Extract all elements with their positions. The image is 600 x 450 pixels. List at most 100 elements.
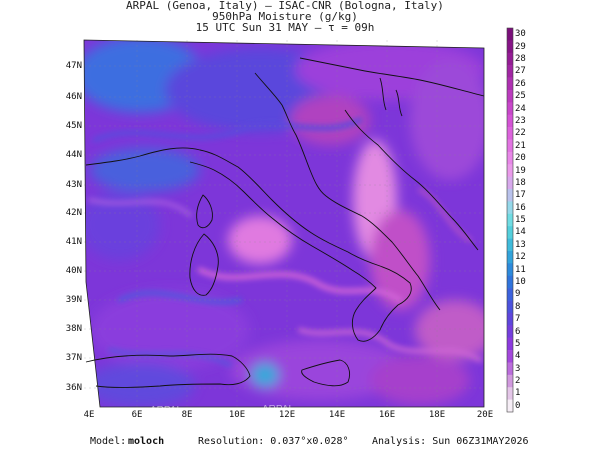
lon-label-4e: 4E	[83, 410, 95, 420]
colorbar-swatch	[507, 139, 513, 153]
colorbar-label: 12	[515, 252, 526, 263]
colorbar-label: 28	[515, 54, 526, 64]
lon-label-10e: 10E	[228, 410, 246, 420]
colorbar-swatch	[507, 399, 513, 413]
lat-label-36n: 36N	[65, 383, 82, 393]
colorbar-swatch	[507, 300, 513, 314]
colorbar-label: 10	[515, 276, 526, 287]
lat-label-39n: 39N	[65, 295, 82, 305]
colorbar-swatch	[507, 176, 513, 190]
lat-label-40n: 40N	[65, 266, 82, 276]
colorbar-label: 18	[515, 177, 526, 188]
lat-label-47n: 47N	[65, 61, 82, 71]
colorbar-frame	[506, 27, 514, 413]
footer-model-label: Model:	[90, 436, 127, 447]
colorbar-label: 30	[515, 29, 526, 40]
colorbar-swatch	[507, 337, 513, 351]
colorbar-swatch	[507, 77, 513, 91]
lat-label-44n: 44N	[65, 150, 82, 160]
colorbar-swatch	[507, 312, 513, 326]
colorbar-label: 17	[515, 190, 526, 201]
colorbar-label: 27	[515, 66, 526, 77]
header-time: 15 UTC Sun 31 MAY — τ = 09h	[195, 21, 375, 34]
lat-label-38n: 38N	[65, 324, 82, 334]
colorbar-swatch	[507, 40, 513, 54]
footer-resolution: Resolution: 0.037°x0.028°	[198, 436, 349, 447]
lon-label-20e: 20E	[476, 410, 494, 420]
colorbar-swatch	[507, 127, 513, 140]
lat-label-43n: 43N	[65, 180, 82, 190]
colorbar-swatch	[507, 387, 513, 400]
header-title: ARPAL (Genoa, Italy) — ISAC-CNR (Bologna…	[126, 0, 444, 12]
svg-text:ARPAL: ARPAL	[150, 405, 182, 416]
lon-label-12e: 12E	[278, 410, 296, 420]
colorbar-swatch	[507, 189, 513, 202]
colorbar-swatch	[507, 288, 513, 301]
colorbar-label: 11	[515, 264, 526, 275]
colorbar-label: 2	[515, 376, 521, 386]
svg-text:ARPAL: ARPAL	[262, 404, 294, 415]
colorbar-label: 21	[515, 140, 526, 151]
colorbar-swatch	[507, 350, 513, 363]
lat-label-42n: 42N	[65, 208, 82, 218]
header-variable: 950hPa Moisture (g/kg)	[212, 10, 358, 23]
colorbar-label: 22	[515, 128, 526, 139]
colorbar-label: 4	[515, 351, 521, 362]
moisture-field	[84, 40, 484, 407]
colorbar-swatch	[507, 52, 513, 66]
colorbar-swatch	[507, 151, 513, 165]
lon-label-6e: 6E	[131, 410, 143, 420]
footer-model-value: moloch	[128, 436, 165, 447]
colorbar-swatch	[507, 250, 513, 264]
colorbar-swatch	[507, 275, 513, 289]
colorbar-swatch	[507, 89, 513, 103]
colorbar-label: 9	[515, 289, 521, 300]
colorbar-swatch	[507, 28, 513, 41]
colorbar-label: 26	[515, 78, 526, 89]
colorbar-swatch	[507, 325, 513, 338]
lon-label-14e: 14E	[328, 410, 346, 420]
map-grid	[84, 40, 484, 407]
colorbar-swatch	[507, 213, 513, 227]
colorbar-label: 24	[515, 103, 526, 114]
footer: Model: moloch Resolution: 0.037°x0.028° …	[0, 436, 600, 450]
colorbar-swatch	[507, 201, 513, 215]
colorbar-swatch	[507, 102, 513, 116]
lon-label-16e: 16E	[378, 410, 396, 420]
colorbar-label: 23	[515, 115, 526, 126]
colorbar-swatch	[507, 65, 513, 78]
colorbar-swatch	[507, 164, 513, 177]
lat-label-41n: 41N	[65, 237, 82, 247]
colorbar-swatch	[507, 374, 513, 388]
colorbar-swatch	[507, 238, 513, 252]
colorbar-label: 5	[515, 338, 521, 349]
colorbar-swatch	[507, 114, 513, 128]
colorbar-label: 6	[515, 326, 521, 337]
colorbar-label: 8	[515, 301, 521, 312]
colorbar-swatch	[507, 362, 513, 376]
svg-text:ARPAL: ARPAL	[375, 408, 407, 419]
colorbar-label: 15	[515, 215, 526, 225]
colorbar-label: 16	[515, 202, 526, 213]
lat-label-37n: 37N	[65, 353, 82, 363]
colorbar-label: 7	[515, 314, 521, 325]
lat-label-45n: 45N	[65, 121, 82, 131]
colorbar-label: 20	[515, 153, 526, 164]
footer-analysis: Analysis: Sun 06Z31MAY2026	[372, 436, 529, 447]
colorbar-label: 13	[515, 239, 526, 250]
coastlines	[85, 57, 485, 388]
colorbar-swatch	[507, 263, 513, 277]
colorbar-label: 0	[515, 400, 521, 411]
colorbar-label: 29	[515, 41, 526, 52]
colorbar-label: 1	[515, 388, 521, 399]
colorbar-label: 14	[515, 227, 526, 238]
colorbar	[506, 27, 514, 413]
colorbar-label: 19	[515, 165, 526, 176]
domain-border	[83, 39, 485, 408]
watermarks: ARPAL ARPAL ARPAL	[150, 404, 407, 419]
lon-label-18e: 18E	[428, 410, 446, 420]
colorbar-label: 25	[515, 91, 526, 102]
colorbar-swatch	[507, 226, 513, 239]
lon-label-8e: 8E	[181, 410, 193, 420]
